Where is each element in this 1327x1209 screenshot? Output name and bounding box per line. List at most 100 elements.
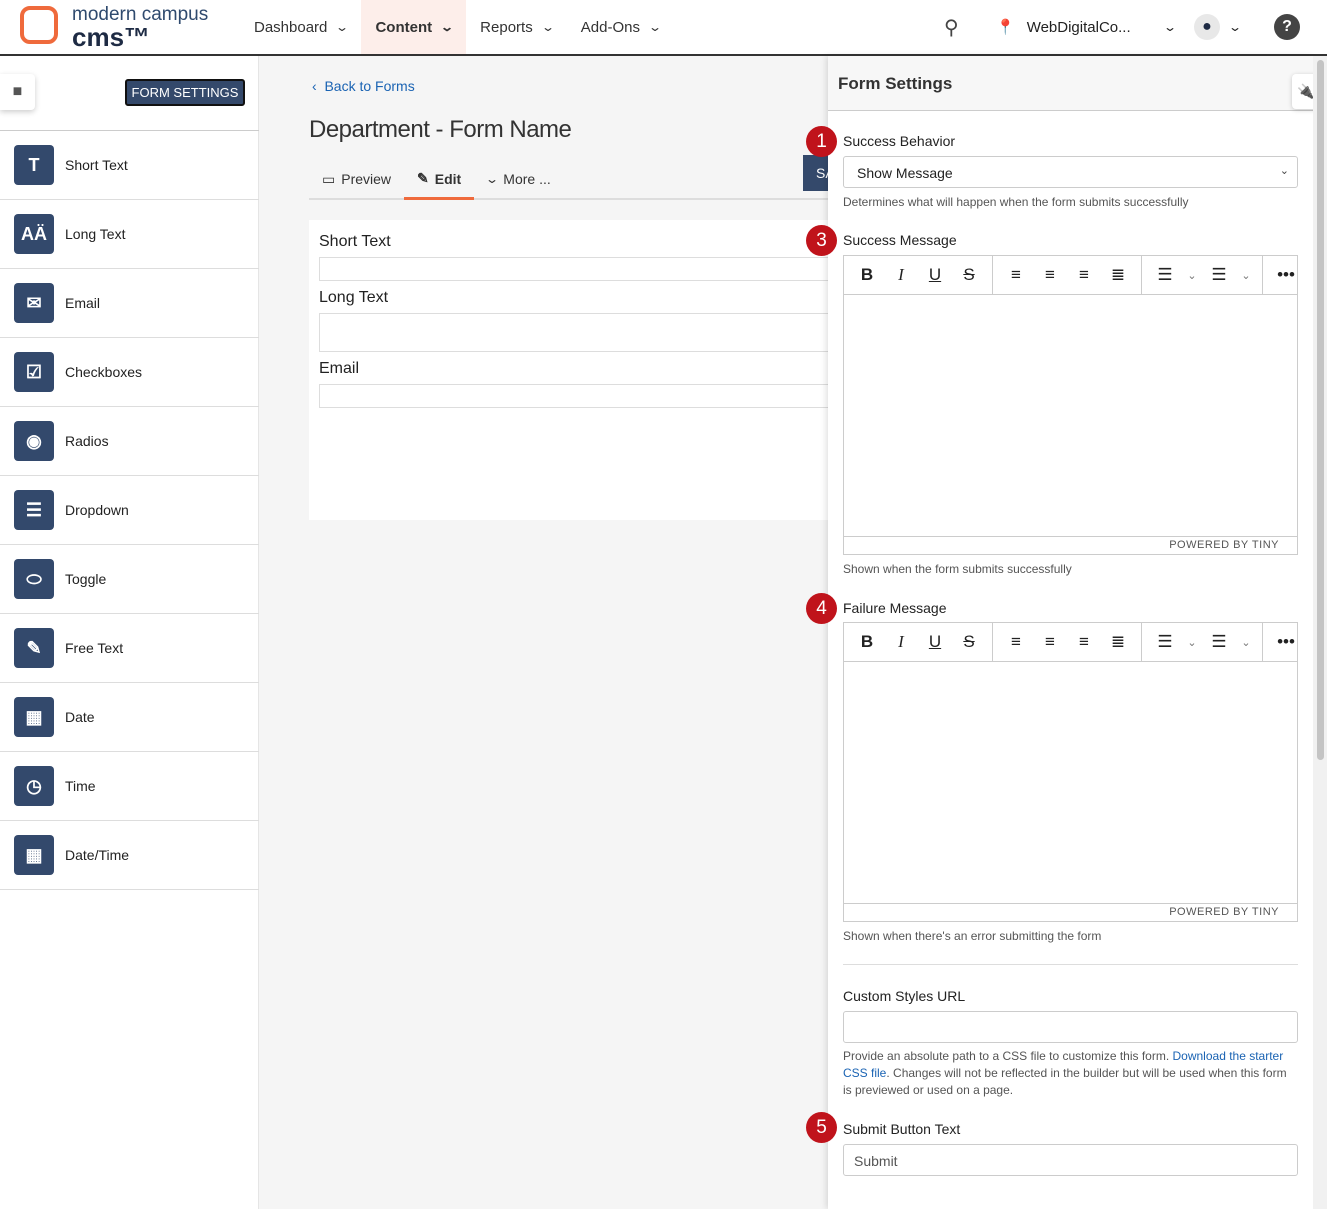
failure-message-help: Shown when there's an error submitting t… xyxy=(843,929,1102,943)
italic-icon[interactable]: I xyxy=(898,632,904,651)
bullet-list-dropdown-icon[interactable]: ⌄ xyxy=(1187,636,1197,649)
field-type-icon: ☰ xyxy=(14,490,54,530)
success-message-help: Shown when the form submits successfully xyxy=(843,562,1072,576)
field-type-date-time[interactable]: ▦ Date/Time xyxy=(0,821,259,890)
bullet-list-dropdown-icon[interactable]: ⌄ xyxy=(1187,269,1197,282)
align-left-icon[interactable]: ≡ xyxy=(1011,632,1021,651)
scrollbar[interactable] xyxy=(1313,56,1327,1209)
numbered-list-icon[interactable]: ☰ xyxy=(1211,632,1227,651)
scrollbar-thumb[interactable] xyxy=(1317,60,1324,760)
field-type-icon: ◉ xyxy=(14,421,54,461)
search-icon[interactable]: ⚲ xyxy=(944,16,959,39)
chevron-down-icon: ⌄ xyxy=(1227,20,1243,34)
back-to-forms-link[interactable]: ‹ Back to Forms xyxy=(312,78,415,94)
logo-mark-icon xyxy=(20,6,58,44)
align-center-icon[interactable]: ≡ xyxy=(1045,265,1055,284)
toolbar-group: ≡ ≡ ≡ ≣ xyxy=(993,256,1142,294)
divider xyxy=(843,964,1298,965)
tab-preview[interactable]: ▭ Preview xyxy=(322,170,392,188)
callout-badge: 5 xyxy=(806,1112,837,1143)
field-type-free-text[interactable]: ✎ Free Text xyxy=(0,614,259,683)
field-type-icon: ☑ xyxy=(14,352,54,392)
align-center-icon[interactable]: ≡ xyxy=(1045,632,1055,651)
help-button[interactable]: ? xyxy=(1274,0,1300,54)
field-type-icon: ✎ xyxy=(14,628,54,668)
field-type-email[interactable]: ✉ Email xyxy=(0,269,259,338)
logo[interactable]: modern campus cms™ xyxy=(20,4,208,52)
folder-icon[interactable]: ■ xyxy=(0,74,35,110)
failure-message-label: Failure Message xyxy=(843,600,947,616)
download-starter-css-link[interactable]: Download the starter CSS file xyxy=(843,1049,1284,1080)
avatar-icon: ● xyxy=(1194,14,1220,40)
strikethrough-icon[interactable]: S xyxy=(963,632,975,651)
bold-icon[interactable]: B xyxy=(860,632,874,651)
field-type-short-text[interactable]: T Short Text xyxy=(0,131,259,200)
field-type-icon: T xyxy=(14,145,54,185)
editor-toolbar: B I U S ≡ ≡ ≡ ≣ ☰ ⌄ ☰ ⌄ ••• xyxy=(844,623,1297,662)
more-icon[interactable]: ••• xyxy=(1277,265,1295,284)
powered-by-tiny[interactable]: POWERED BY TINY xyxy=(844,536,1297,554)
editor-body[interactable] xyxy=(844,295,1297,535)
justify-icon[interactable]: ≣ xyxy=(1110,265,1126,284)
field-type-icon: ◷ xyxy=(14,766,54,806)
success-behavior-help: Determines what will happen when the for… xyxy=(843,195,1189,209)
user-menu[interactable]: ● ⌄ xyxy=(1194,0,1243,54)
field-label: Email xyxy=(319,360,360,377)
toolbar-group: ☰ ⌄ ☰ ⌄ xyxy=(1142,623,1263,661)
nav-dashboard[interactable]: Dashboard ⌄ xyxy=(254,18,350,36)
field-type-dropdown[interactable]: ☰ Dropdown xyxy=(0,476,259,545)
field-type-checkboxes[interactable]: ☑ Checkboxes xyxy=(0,338,259,407)
strikethrough-icon[interactable]: S xyxy=(963,265,975,284)
chevron-down-icon: ⌄ xyxy=(1279,165,1289,177)
email-field[interactable] xyxy=(319,384,839,408)
chevron-down-icon: ⌄ xyxy=(485,172,500,186)
map-pin-icon: 📍 xyxy=(996,19,1015,36)
toolbar-group: ••• xyxy=(1263,623,1309,661)
chevron-down-icon: ⌄ xyxy=(335,20,350,34)
bullet-list-icon[interactable]: ☰ xyxy=(1157,632,1173,651)
custom-styles-input[interactable] xyxy=(843,1011,1298,1043)
numbered-list-dropdown-icon[interactable]: ⌄ xyxy=(1241,636,1251,649)
chevron-down-icon: ⌄ xyxy=(647,20,663,34)
panel-title: Form Settings xyxy=(828,56,1313,111)
long-text-field[interactable] xyxy=(319,313,839,352)
nav-content[interactable]: Content ⌄ xyxy=(361,0,467,54)
nav-add-ons[interactable]: Add-Ons ⌄ xyxy=(580,18,663,36)
more-icon[interactable]: ••• xyxy=(1277,632,1295,651)
italic-icon[interactable]: I xyxy=(898,265,904,284)
success-behavior-select[interactable]: Show Message ⌄ xyxy=(843,156,1298,188)
field-type-date[interactable]: ▦ Date xyxy=(0,683,259,752)
field-type-radios[interactable]: ◉ Radios xyxy=(0,407,259,476)
field-type-long-text[interactable]: AÄ Long Text xyxy=(0,200,259,269)
align-left-icon[interactable]: ≡ xyxy=(1011,265,1021,284)
field-type-icon: ⬭ xyxy=(14,559,54,599)
failure-message-editor: B I U S ≡ ≡ ≡ ≣ ☰ ⌄ ☰ ⌄ ••• POWERED BY TINY xyxy=(843,622,1298,922)
justify-icon[interactable]: ≣ xyxy=(1110,632,1126,651)
short-text-field[interactable] xyxy=(319,257,839,281)
align-right-icon[interactable]: ≡ xyxy=(1079,265,1089,284)
align-right-icon[interactable]: ≡ xyxy=(1079,632,1089,651)
field-type-toggle[interactable]: ⬭ Toggle xyxy=(0,545,259,614)
form-settings-button[interactable]: FORM SETTINGS xyxy=(125,79,245,106)
numbered-list-icon[interactable]: ☰ xyxy=(1211,265,1227,284)
monitor-icon: ▭ xyxy=(322,170,336,187)
powered-by-tiny[interactable]: POWERED BY TINY xyxy=(844,903,1297,921)
underline-icon[interactable]: U xyxy=(928,265,942,284)
bold-icon[interactable]: B xyxy=(860,265,874,284)
submit-button-text-input[interactable]: Submit xyxy=(843,1144,1298,1176)
bullet-list-icon[interactable]: ☰ xyxy=(1157,265,1173,284)
help-icon: ? xyxy=(1274,14,1300,40)
underline-icon[interactable]: U xyxy=(928,632,942,651)
tab-more[interactable]: ⌄ More ... xyxy=(485,171,551,187)
nav-reports[interactable]: Reports ⌄ xyxy=(480,18,555,36)
site-selector[interactable]: 📍 WebDigitalCo... ⌄ xyxy=(996,18,1177,37)
tab-edit[interactable]: ✎ Edit xyxy=(404,160,475,200)
form-canvas: Short Text Long Text Email xyxy=(309,220,839,520)
page-title: Department - Form Name xyxy=(309,116,572,143)
numbered-list-dropdown-icon[interactable]: ⌄ xyxy=(1241,269,1251,282)
custom-styles-help: Provide an absolute path to a CSS file t… xyxy=(843,1049,1287,1097)
success-message-label: Success Message xyxy=(843,232,957,248)
field-type-time[interactable]: ◷ Time xyxy=(0,752,259,821)
editor-body[interactable] xyxy=(844,662,1297,902)
